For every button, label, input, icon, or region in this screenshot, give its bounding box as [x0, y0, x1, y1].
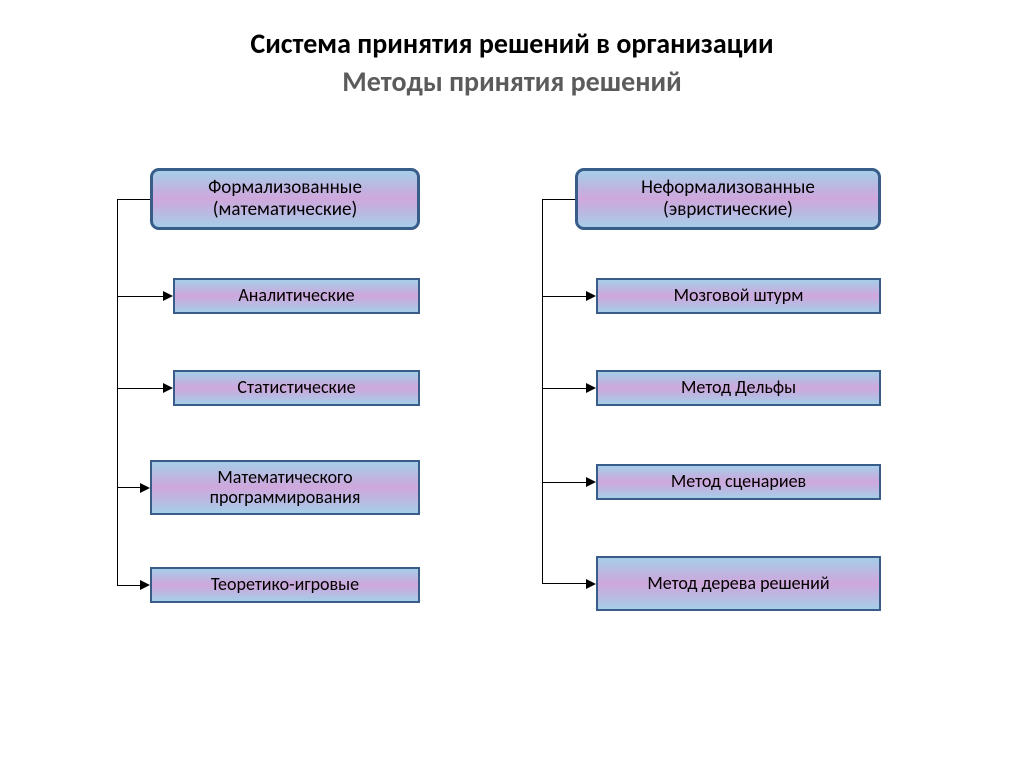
node-brainstorm-label: Мозговой штурм	[674, 286, 804, 306]
node-analytical-label: Аналитические	[238, 286, 354, 306]
connector-stub	[117, 199, 150, 200]
connector-branch	[117, 487, 140, 488]
arrowhead-icon	[586, 477, 596, 487]
node-delphi: Метод Дельфы	[596, 370, 881, 406]
connector-spine	[117, 199, 118, 585]
arrowhead-icon	[140, 483, 150, 493]
connector-branch	[542, 296, 586, 297]
node-brainstorm: Мозговой штурм	[596, 278, 881, 314]
header-formalized: Формализованные(математические)	[150, 168, 420, 230]
connector-branch	[542, 583, 586, 584]
node-math-programming: Математического программирования	[150, 460, 420, 515]
connector-spine	[542, 199, 543, 584]
node-game-theory: Теоретико-игровые	[150, 567, 420, 603]
page-title-line2: Методы принятия решений	[0, 64, 1024, 99]
arrowhead-icon	[163, 383, 173, 393]
node-decision-tree: Метод дерева решений	[596, 556, 881, 611]
node-game-theory-label: Теоретико-игровые	[211, 575, 359, 595]
arrowhead-icon	[163, 291, 173, 301]
arrowhead-icon	[140, 580, 150, 590]
node-analytical: Аналитические	[173, 278, 420, 314]
header-informal: Неформализованные(эвристические)	[575, 168, 881, 230]
node-statistical-label: Статистические	[237, 378, 355, 398]
page-title-line1: Система принятия решений в организации	[0, 26, 1024, 61]
arrowhead-icon	[586, 383, 596, 393]
node-scenarios-label: Метод сценариев	[671, 472, 806, 492]
arrowhead-icon	[586, 579, 596, 589]
node-math-programming-label: Математического программирования	[158, 468, 412, 508]
connector-branch	[117, 585, 140, 586]
node-scenarios: Метод сценариев	[596, 464, 881, 500]
connector-branch	[542, 482, 586, 483]
connector-stub	[542, 199, 575, 200]
arrowhead-icon	[586, 291, 596, 301]
node-statistical: Статистические	[173, 370, 420, 406]
connector-branch	[117, 388, 163, 389]
diagram-canvas: Система принятия решений в организации М…	[0, 0, 1024, 767]
node-decision-tree-label: Метод дерева решений	[647, 574, 829, 594]
node-delphi-label: Метод Дельфы	[681, 378, 796, 398]
connector-branch	[542, 388, 586, 389]
connector-branch	[117, 296, 163, 297]
